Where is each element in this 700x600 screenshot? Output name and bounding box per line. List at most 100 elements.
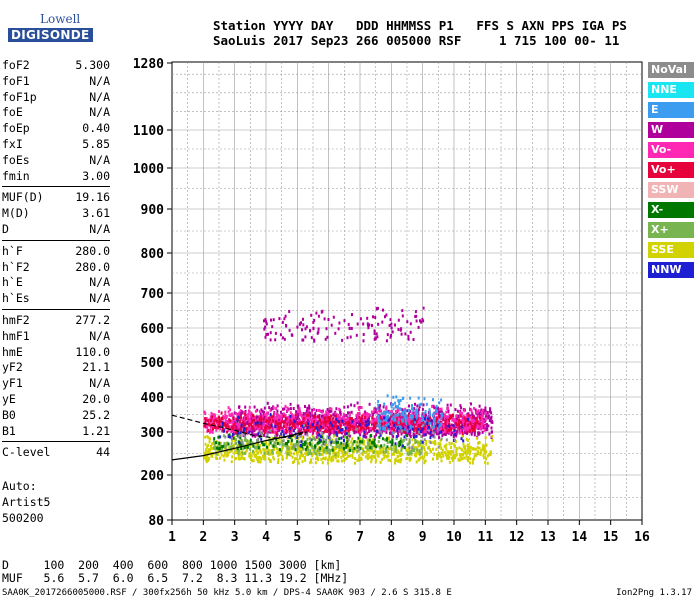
echo-point: [356, 445, 359, 449]
echo-point: [331, 424, 334, 428]
echo-point: [361, 438, 364, 442]
echo-point: [333, 441, 336, 444]
echo-point: [301, 436, 304, 439]
echo-point: [470, 416, 473, 420]
echo-point: [450, 433, 453, 437]
echo-point: [322, 420, 325, 424]
echo-point: [403, 408, 406, 412]
echo-point: [274, 441, 277, 445]
echo-point: [309, 425, 312, 429]
echo-point: [277, 458, 280, 462]
echo-point: [484, 409, 487, 413]
echo-point: [396, 405, 399, 409]
echo-point: [347, 426, 350, 430]
echo-point: [327, 461, 329, 465]
echo-point: [390, 427, 393, 431]
y-tick-label: 600: [141, 322, 165, 337]
echo-point: [349, 417, 352, 420]
echo-point: [360, 406, 363, 409]
echo-point: [223, 416, 226, 420]
echo-point: [218, 424, 221, 428]
echo-point: [274, 331, 277, 335]
echo-point: [370, 426, 373, 430]
echo-point: [258, 444, 261, 447]
echo-point: [484, 417, 487, 421]
echo-point: [398, 421, 401, 425]
param-value: 0.40: [82, 121, 110, 136]
station-header: Station YYYY DAY DDD HHMMSS P1 FFS S AXN…: [213, 18, 627, 48]
echo-point: [235, 448, 237, 452]
echo-point: [238, 428, 241, 432]
echo-point: [244, 422, 247, 426]
echo-point: [269, 331, 272, 335]
y-tick-label: 300: [141, 426, 165, 441]
echo-point: [304, 405, 306, 408]
echo-point: [260, 408, 263, 412]
echo-point: [297, 404, 300, 408]
echo-point: [214, 425, 217, 429]
echo-point: [350, 420, 353, 424]
echo-point: [417, 442, 420, 446]
echo-point: [379, 448, 382, 452]
echo-point: [334, 433, 337, 437]
echo-point: [214, 418, 217, 422]
echo-point: [367, 323, 369, 327]
echo-point: [379, 409, 381, 413]
echo-point: [277, 426, 280, 430]
echo-point: [283, 425, 285, 428]
echo-point: [480, 417, 483, 420]
echo-point: [296, 421, 299, 425]
echo-point: [234, 417, 237, 421]
echo-point: [425, 453, 428, 457]
echo-point: [204, 421, 206, 425]
echo-point: [285, 444, 288, 448]
echo-point: [479, 451, 482, 455]
echo-point: [315, 457, 317, 461]
echo-point: [276, 451, 279, 455]
echo-point: [432, 431, 435, 435]
echo-point: [259, 412, 262, 416]
echo-point: [459, 454, 462, 458]
echo-point: [358, 447, 361, 451]
x-tick-label: 13: [540, 530, 556, 545]
y-tick-label: 1280: [133, 57, 164, 72]
echo-point: [337, 327, 340, 331]
echo-point: [262, 417, 265, 421]
echo-point: [387, 427, 390, 431]
echo-point: [403, 415, 406, 419]
echo-point: [348, 326, 351, 330]
muf-table: D 100 200 400 600 800 1000 1500 3000 [km…: [2, 559, 348, 585]
echo-point: [463, 416, 466, 420]
echo-point: [368, 323, 371, 327]
param-value: N/A: [89, 328, 110, 343]
echo-point: [387, 454, 390, 458]
param-value: N/A: [89, 221, 110, 236]
echo-point: [461, 411, 464, 415]
echo-point: [454, 421, 457, 425]
param-value: 44: [96, 445, 110, 460]
echo-point: [428, 445, 430, 449]
echo-point: [269, 414, 272, 418]
echo-point: [373, 450, 375, 454]
legend-item: SSW: [648, 182, 694, 198]
echo-point: [448, 424, 451, 428]
echo-point: [300, 450, 303, 454]
echo-point: [367, 426, 370, 430]
echo-point: [375, 458, 377, 462]
echo-point: [386, 445, 389, 449]
echo-point: [263, 431, 266, 435]
echo-point: [416, 431, 419, 435]
echo-point: [465, 437, 468, 441]
echo-point: [438, 431, 441, 435]
echo-point: [433, 425, 435, 428]
echo-point: [402, 410, 405, 414]
echo-point: [257, 424, 260, 428]
echo-point: [405, 416, 408, 420]
echo-point: [457, 457, 460, 461]
echo-point: [207, 429, 210, 432]
echo-point: [296, 453, 299, 457]
echo-point: [327, 448, 330, 452]
echo-point: [383, 438, 386, 442]
echo-point: [353, 404, 356, 408]
echo-point: [305, 431, 308, 434]
